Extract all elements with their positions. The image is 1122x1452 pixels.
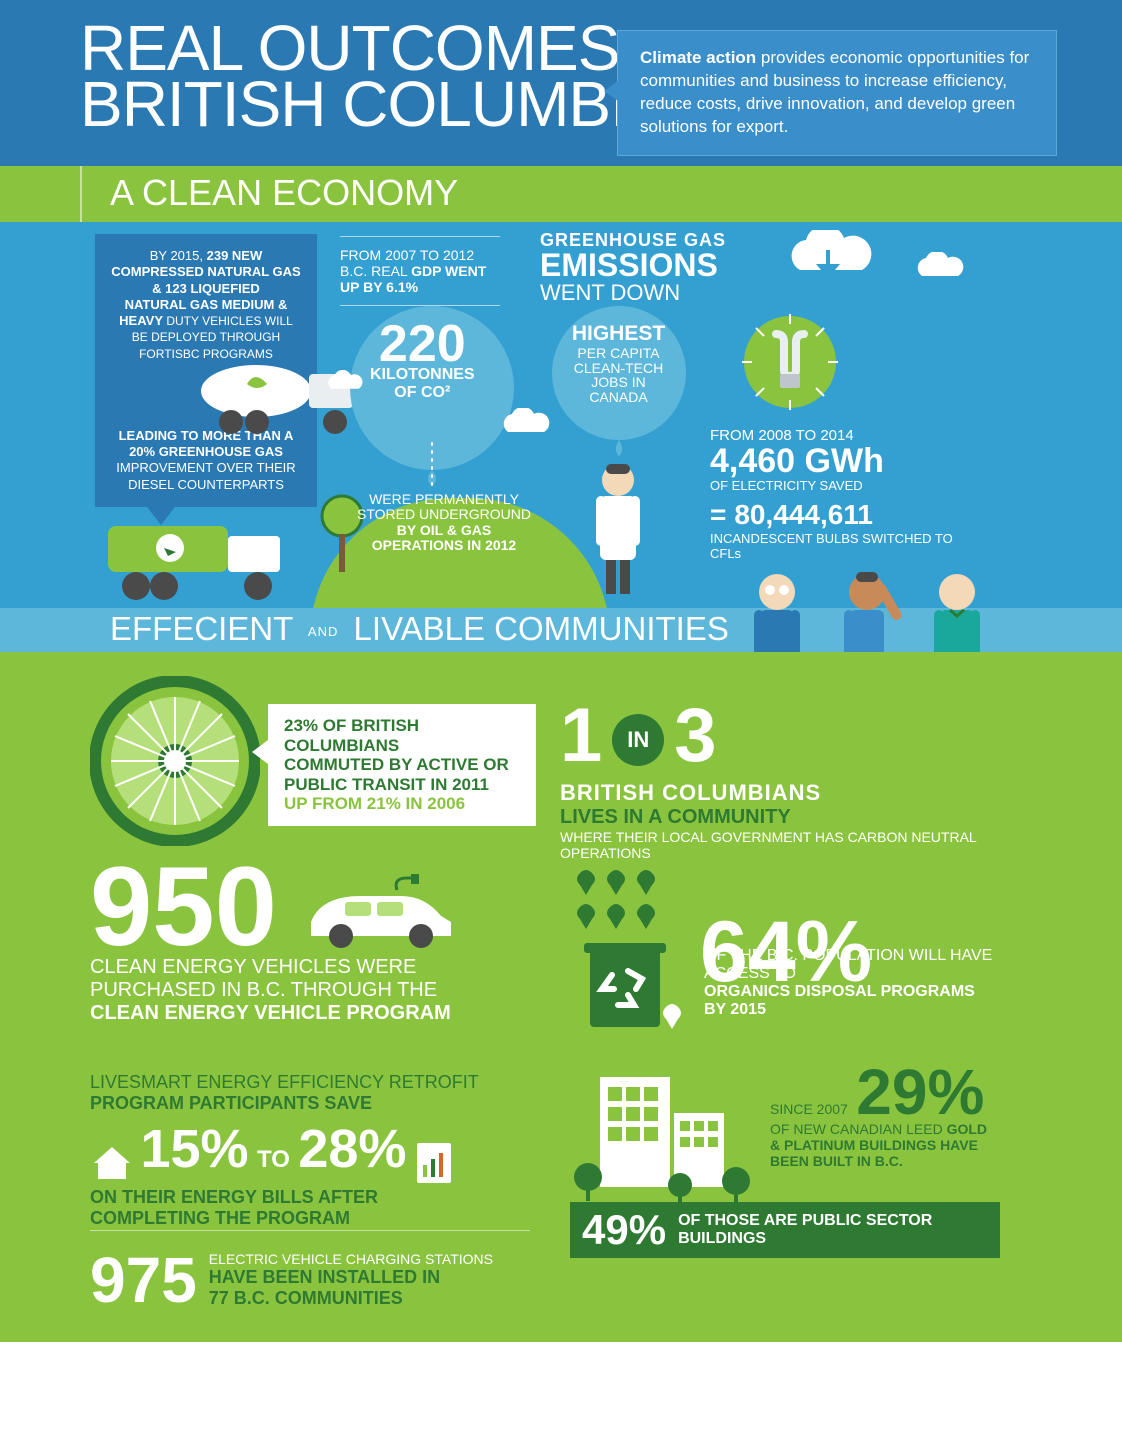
section2-a: EFFECIENT — [110, 610, 293, 647]
cloud-down-icon — [780, 230, 880, 290]
bubble-1b: 239 NEW COMPRESSED NATURAL GAS & 123 LIQ… — [111, 248, 300, 296]
one-in-three-stat: 1 IN 3 BRITISH COLUMBIANS LIVES IN A COM… — [560, 692, 990, 861]
co2-stat: 220 KILOTONNES OF CO² — [370, 322, 475, 402]
organics-stat: 64% OF THE B.C. POPULATION WILL HAVE ACC… — [570, 867, 1000, 1019]
one-in-three-1: 1 — [560, 692, 602, 779]
co2-number: 220 — [370, 322, 475, 366]
elec-l4: INCANDESCENT BULBS SWITCHED TO CFLs — [710, 531, 970, 561]
elec-eq: 80,444,611 — [734, 499, 873, 531]
garbage-truck-icon — [108, 516, 308, 602]
b975-b2: 77 B.C. COMMUNITIES — [209, 1288, 493, 1309]
vehicles-stat: 950 CLEAN ENERGY VEHICLES WERE PURCHASED… — [90, 862, 530, 1025]
co2-stored: WERE PERMANENTLY STORED UNDERGROUND BY O… — [356, 492, 532, 554]
leed-l-a: OF NEW CANADIAN LEED — [770, 1121, 947, 1137]
leed-strip-txt: OF THOSE ARE PUBLIC SECTOR BUILDINGS — [678, 1212, 988, 1247]
ls-l3a: ON THEIR ENERGY BILLS AFTER — [90, 1187, 530, 1208]
b975-b1: HAVE BEEN INSTALLED IN — [209, 1267, 493, 1288]
equals-icon: = — [710, 499, 726, 531]
section1-title: A CLEAN ECONOMY — [110, 166, 1122, 214]
ls-l2: PROGRAM PARTICIPANTS SAVE — [90, 1093, 530, 1114]
charging-stat: 975 ELECTRIC VEHICLE CHARGING STATIONS H… — [90, 1230, 530, 1317]
natural-gas-bubble: BY 2015, 239 NEW COMPRESSED NATURAL GAS … — [95, 234, 317, 507]
ls-p2: 28% — [298, 1119, 406, 1179]
section2-bar: EFFECIENT AND LIVABLE COMMUNITIES — [0, 608, 1122, 652]
co2-unit2: OF CO² — [370, 384, 475, 402]
elec-l2: 4,460 GWh — [710, 444, 970, 478]
one3-l3: LIVES IN A COMMUNITY — [560, 806, 990, 829]
gdp-stat: FROM 2007 TO 2012 B.C. REAL GDP WENT UP … — [340, 236, 500, 306]
highest-stat: HIGHEST PER CAPITA CLEAN-TECH JOBS IN CA… — [566, 322, 671, 405]
leed-pct: 29% — [856, 1067, 984, 1118]
emissions-l2: EMISSIONS — [540, 251, 726, 280]
ls-to: TO — [257, 1146, 290, 1173]
one3-l2: BRITISH COLUMBIANS — [560, 780, 990, 806]
electricity-stat: FROM 2008 TO 2014 4,460 GWh OF ELECTRICI… — [710, 427, 970, 561]
communities-panel: 23% OF BRITISH COLUMBIANS COMMUTED BY AC… — [0, 652, 1122, 1342]
bubble-5: IMPROVEMENT OVER THEIR DIESEL COUNTERPAR… — [116, 460, 295, 491]
callout-bold: Climate action — [640, 48, 756, 67]
section2-b: LIVABLE COMMUNITIES — [354, 610, 729, 647]
one-in-three-3: 3 — [674, 692, 716, 779]
dotted-line-icon — [430, 440, 434, 490]
cfl-bulb-icon — [740, 312, 840, 412]
leed-stat: SINCE 2007 29% OF NEW CANADIAN LEED GOLD… — [570, 1067, 1000, 1258]
commute-b: COMMUTED BY ACTIVE OR PUBLIC TRANSIT IN … — [284, 755, 520, 794]
ls-l1: LIVESMART ENERGY EFFICIENCY RETROFIT — [90, 1072, 530, 1093]
header-callout: Climate action provides economic opportu… — [617, 30, 1057, 156]
one3-l4: WHERE THEIR LOCAL GOVERNMENT HAS CARBON … — [560, 829, 990, 861]
section2-and: AND — [308, 624, 338, 639]
co2-stored-a: WERE PERMANENTLY STORED UNDERGROUND — [356, 492, 532, 523]
section1-bar: A CLEAN ECONOMY — [0, 166, 1122, 222]
bubble-1a: BY 2015, — [150, 248, 207, 263]
co2-stored-b: BY OIL & GAS OPERATIONS IN 2012 — [356, 523, 532, 554]
highest-big: HIGHEST — [566, 322, 671, 346]
ev-car-icon — [301, 872, 461, 952]
livesmart-stat: LIVESMART ENERGY EFFICIENCY RETROFIT PRO… — [90, 1072, 530, 1229]
house-icon — [90, 1143, 134, 1183]
b975-big: 975 — [90, 1243, 197, 1317]
scientist-icon — [582, 460, 654, 600]
elec-l3: OF ELECTRICITY SAVED — [710, 478, 970, 493]
b64-b: ORGANICS DISPOSAL PROGRAMS BY 2015 — [704, 983, 1000, 1019]
leed-since: SINCE 2007 — [770, 1102, 848, 1116]
buildings-icon — [570, 1067, 760, 1202]
b950-big: 950 — [90, 862, 277, 952]
bike-wheel-icon — [90, 676, 260, 846]
cloud-icon — [498, 408, 554, 438]
b950-l1: CLEAN ENERGY VEHICLES WERE PURCHASED IN … — [90, 956, 530, 1002]
emissions-headline: GREENHOUSE GAS EMISSIONS WENT DOWN — [540, 230, 726, 306]
clean-economy-panel: BY 2015, 239 NEW COMPRESSED NATURAL GAS … — [0, 222, 1122, 608]
ls-p1: 15% — [140, 1119, 248, 1179]
cloud-icon — [324, 370, 366, 394]
commute-stat: 23% OF BRITISH COLUMBIANS COMMUTED BY AC… — [268, 704, 536, 826]
cloud-icon — [912, 252, 968, 282]
ls-l3b: COMPLETING THE PROGRAM — [90, 1208, 530, 1229]
b975-a: ELECTRIC VEHICLE CHARGING STATIONS — [209, 1251, 493, 1267]
leed-strip-pct: 49% — [582, 1206, 666, 1254]
report-icon — [417, 1143, 451, 1183]
one-in-three-in: IN — [612, 714, 664, 766]
commute-c: UP FROM 21% IN 2006 — [284, 794, 520, 814]
co2-unit1: KILOTONNES — [370, 366, 475, 384]
highest-small: PER CAPITA CLEAN-TECH JOBS IN CANADA — [566, 346, 671, 405]
recycle-bin-icon — [570, 867, 690, 1037]
b950-l2: CLEAN ENERGY VEHICLE PROGRAM — [90, 1002, 530, 1025]
commute-a: 23% OF BRITISH COLUMBIANS — [284, 716, 520, 755]
header: REAL OUTCOMES FOR BRITISH COLUMBIANS Cli… — [0, 0, 1122, 166]
emissions-l3: WENT DOWN — [540, 280, 726, 306]
